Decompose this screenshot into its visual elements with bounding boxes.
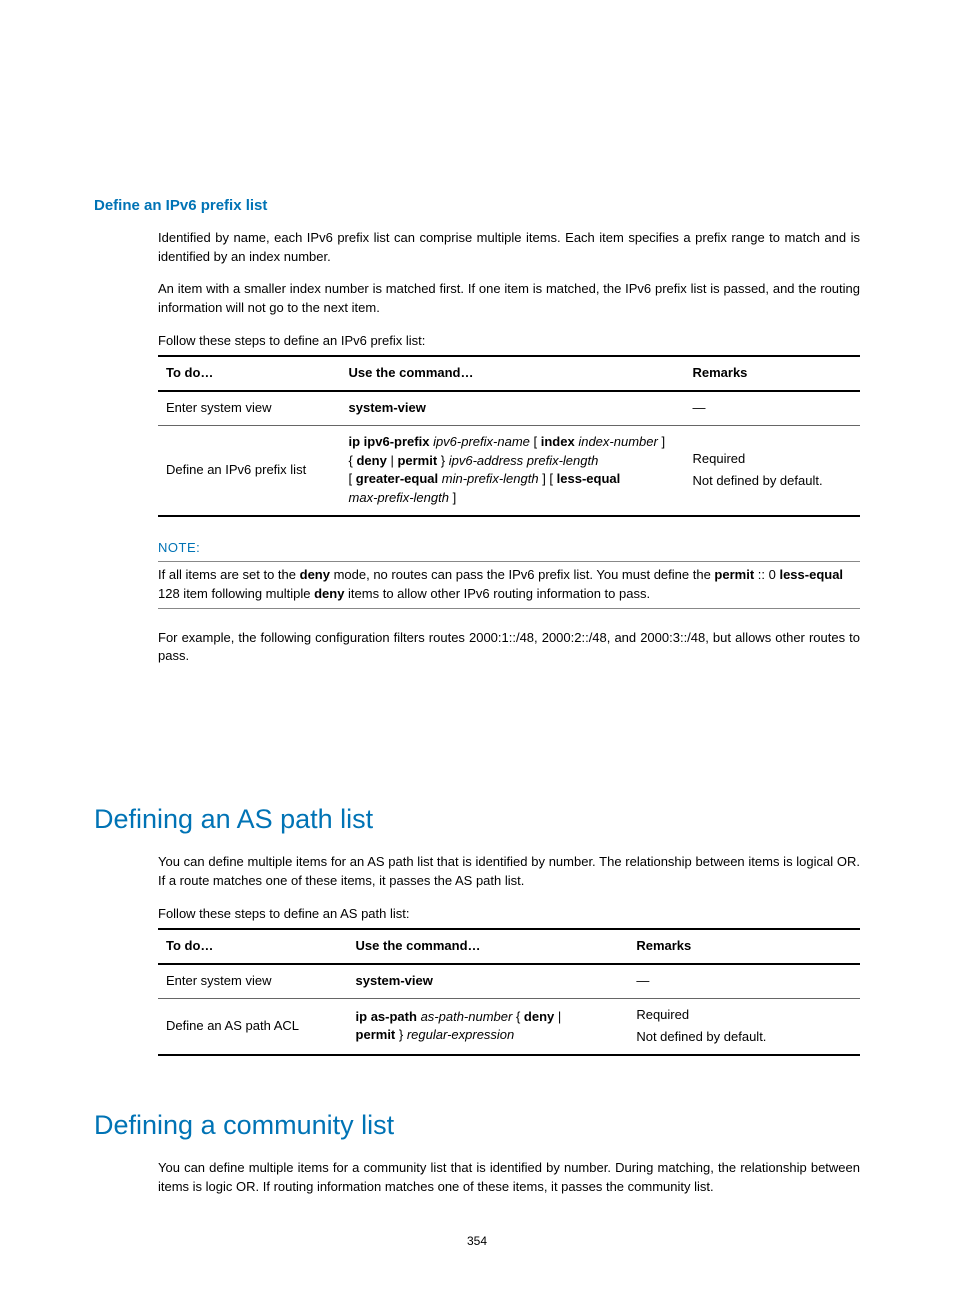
table-header-row: To do… Use the command… Remarks	[158, 356, 860, 391]
page-number: 354	[94, 1233, 860, 1250]
ipv6-para-2: An item with a smaller index number is m…	[158, 280, 860, 318]
aspath-command-table: To do… Use the command… Remarks Enter sy…	[158, 928, 860, 1056]
cell-command: system-view	[348, 964, 629, 998]
ipv6-para-1: Identified by name, each IPv6 prefix lis…	[158, 229, 860, 267]
cell-command: system-view	[341, 391, 685, 425]
table-row: Enter system viewsystem-view—	[158, 391, 860, 425]
cell-remarks: RequiredNot defined by default.	[684, 425, 860, 516]
spacer	[94, 1078, 860, 1106]
note-body: If all items are set to the deny mode, n…	[158, 561, 860, 609]
th-rem: Remarks	[684, 356, 860, 391]
th-todo: To do…	[158, 929, 348, 964]
document-page: Define an IPv6 prefix list Identified by…	[0, 0, 954, 1311]
cell-todo: Define an IPv6 prefix list	[158, 425, 341, 516]
aspath-section-body: You can define multiple items for an AS …	[94, 853, 860, 1056]
community-section-body: You can define multiple items for a comm…	[94, 1159, 860, 1197]
community-para-1: You can define multiple items for a comm…	[158, 1159, 860, 1197]
th-cmd: Use the command…	[341, 356, 685, 391]
table-row: Define an IPv6 prefix listip ipv6-prefix…	[158, 425, 860, 516]
table-header-row: To do… Use the command… Remarks	[158, 929, 860, 964]
ipv6-example: For example, the following configuration…	[158, 629, 860, 667]
cell-remarks: RequiredNot defined by default.	[628, 998, 860, 1055]
table-row: Enter system viewsystem-view—	[158, 964, 860, 998]
ipv6-table-intro: Follow these steps to define an IPv6 pre…	[158, 332, 860, 351]
cell-command: ip ipv6-prefix ipv6-prefix-name [ index …	[341, 425, 685, 516]
th-todo: To do…	[158, 356, 341, 391]
aspath-table-body: Enter system viewsystem-view—Define an A…	[158, 964, 860, 1056]
cell-remarks: —	[628, 964, 860, 998]
th-cmd: Use the command…	[348, 929, 629, 964]
aspath-para-1: You can define multiple items for an AS …	[158, 853, 860, 891]
heading-community-list: Defining a community list	[94, 1106, 860, 1145]
cell-todo: Enter system view	[158, 391, 341, 425]
note-label: NOTE:	[158, 539, 860, 558]
cell-remarks: —	[684, 391, 860, 425]
ipv6-command-table: To do… Use the command… Remarks Enter sy…	[158, 355, 860, 517]
aspath-table-intro: Follow these steps to define an AS path …	[158, 905, 860, 924]
heading-ipv6-prefix-list: Define an IPv6 prefix list	[94, 195, 860, 217]
th-rem: Remarks	[628, 929, 860, 964]
ipv6-note: NOTE: If all items are set to the deny m…	[158, 539, 860, 609]
heading-as-path-list: Defining an AS path list	[94, 800, 860, 839]
spacer	[94, 680, 860, 800]
cell-todo: Define an AS path ACL	[158, 998, 348, 1055]
cell-command: ip as-path as-path-number { deny |permit…	[348, 998, 629, 1055]
ipv6-section-body: Identified by name, each IPv6 prefix lis…	[94, 229, 860, 667]
ipv6-table-body: Enter system viewsystem-view—Define an I…	[158, 391, 860, 516]
cell-todo: Enter system view	[158, 964, 348, 998]
table-row: Define an AS path ACLip as-path as-path-…	[158, 998, 860, 1055]
